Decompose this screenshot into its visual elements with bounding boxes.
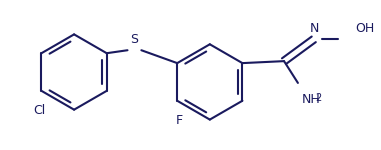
Text: 2: 2 bbox=[316, 93, 322, 103]
Text: OH: OH bbox=[355, 22, 375, 35]
Text: S: S bbox=[130, 33, 138, 46]
Text: Cl: Cl bbox=[34, 104, 46, 117]
Text: F: F bbox=[176, 114, 183, 127]
Text: NH: NH bbox=[302, 93, 321, 106]
Text: N: N bbox=[310, 22, 319, 35]
